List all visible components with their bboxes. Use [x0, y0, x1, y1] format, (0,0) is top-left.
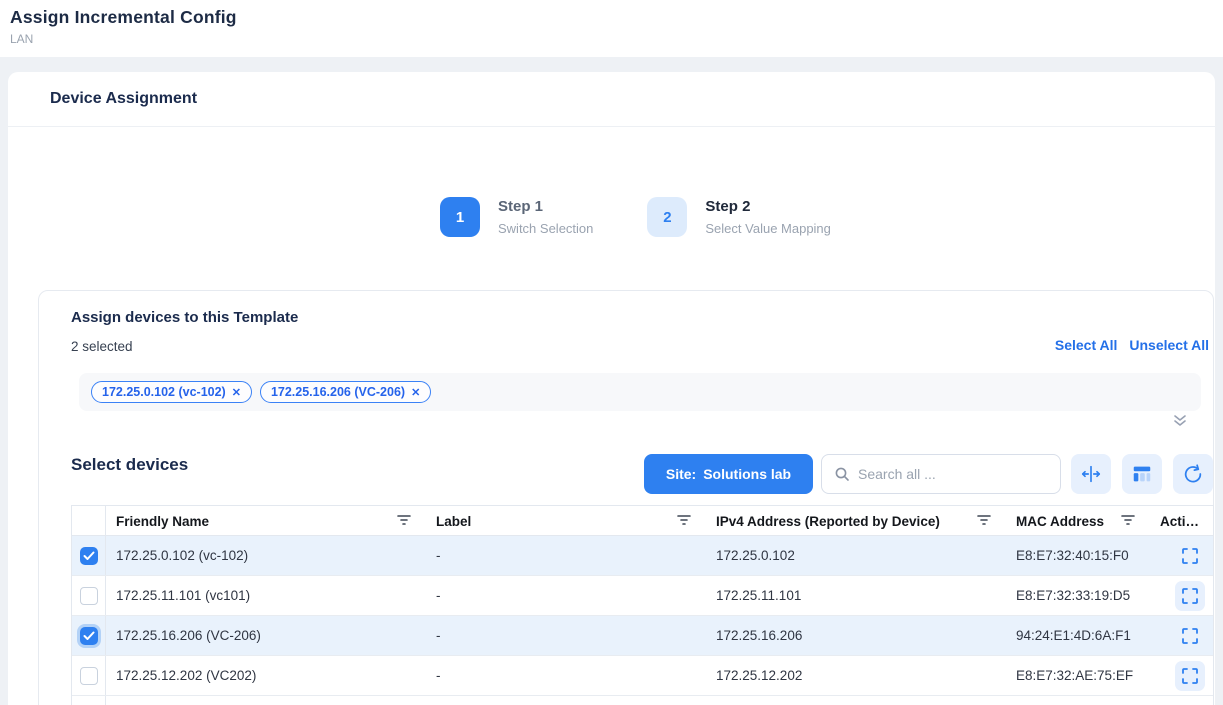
- row-checkbox-unchecked[interactable]: [79, 586, 98, 605]
- step-2-title: Step 2: [705, 198, 751, 215]
- expand-corners-icon: [1181, 667, 1199, 685]
- col-friendly-name[interactable]: Friendly Name: [106, 506, 426, 536]
- top-bar: Assign Incremental Config LAN: [0, 0, 1223, 57]
- expand-columns-icon: [1080, 463, 1102, 485]
- step-1-title: Step 1: [498, 198, 544, 215]
- expand-corners-icon: [1181, 547, 1199, 565]
- page-title: Assign Incremental Config: [10, 7, 237, 27]
- cell-ipv4: 172.25.12.202: [716, 668, 803, 683]
- select-all-link[interactable]: Select All: [1054, 337, 1118, 353]
- cell-label: -: [436, 548, 441, 563]
- cell-mac: 94:24:E1:4D:6A:F1: [1016, 628, 1131, 643]
- cell-ipv4: 172.25.0.102: [716, 548, 795, 563]
- cell-label: -: [436, 668, 441, 683]
- cell-label: -: [436, 588, 441, 603]
- table-header-row: Friendly Name Label IPv4 Address (Report…: [72, 506, 1213, 536]
- selection-links: Select All Unselect All: [1055, 337, 1209, 353]
- filter-icon[interactable]: [976, 513, 992, 530]
- expand-device-button[interactable]: [1175, 660, 1205, 691]
- chip-label: 172.25.0.102 (vc-102): [102, 385, 226, 399]
- columns-settings-button[interactable]: [1122, 454, 1162, 494]
- step-1[interactable]: 1 Step 1 Switch Selection: [440, 197, 593, 237]
- step-2[interactable]: 2 Step 2 Select Value Mapping: [647, 197, 831, 237]
- table-row[interactable]: 172.25.16.206 (VC-206) - 172.25.16.206 9…: [72, 616, 1213, 656]
- step-2-subtitle: Select Value Mapping: [705, 221, 831, 236]
- row-checkbox-checked[interactable]: [79, 626, 98, 645]
- table-row[interactable]: 172.25.12.202 (VC202) - 172.25.12.202 E8…: [72, 656, 1213, 696]
- step-2-badge: 2: [647, 197, 688, 237]
- search-input[interactable]: [858, 466, 1038, 482]
- table-row[interactable]: 172.25.0.102 (vc-102) - 172.25.0.102 E8:…: [72, 536, 1213, 576]
- step-1-badge: 1: [440, 197, 480, 237]
- chip-label: 172.25.16.206 (VC-206): [270, 385, 406, 399]
- header-checkbox-cell: [72, 506, 106, 536]
- device-chip[interactable]: 172.25.0.102 (vc-102) ✕: [91, 381, 252, 403]
- cell-ipv4: 172.25.11.101: [716, 588, 802, 603]
- card-header: Device Assignment: [8, 72, 1215, 127]
- refresh-button[interactable]: [1173, 454, 1213, 494]
- unselect-all-link[interactable]: Unselect All: [1129, 337, 1209, 353]
- device-chip[interactable]: 172.25.16.206 (VC-206) ✕: [259, 381, 432, 403]
- col-actions: Actions: [1160, 513, 1206, 529]
- cell-mac: E8:E7:32:40:15:F0: [1016, 548, 1129, 563]
- select-devices-title: Select devices: [71, 455, 189, 474]
- filter-icon[interactable]: [1120, 513, 1136, 530]
- card-title: Device Assignment: [50, 90, 198, 107]
- search-box: [821, 454, 1061, 494]
- table-columns-icon: [1131, 463, 1153, 485]
- cell-mac: E8:E7:32:AE:75:EF: [1016, 668, 1134, 683]
- cell-friendly-name: 172.25.12.202 (VC202): [116, 668, 257, 683]
- filter-icon[interactable]: [676, 513, 692, 530]
- page-subtitle: LAN: [10, 32, 34, 46]
- devices-table: Friendly Name Label IPv4 Address (Report…: [71, 505, 1214, 705]
- site-value: Solutions lab: [703, 466, 792, 482]
- cell-ipv4: 172.25.16.206: [716, 628, 803, 643]
- expand-corners-icon: [1181, 587, 1199, 605]
- filter-icon[interactable]: [396, 513, 412, 530]
- cell-friendly-name: 172.25.0.102 (vc-102): [116, 548, 249, 563]
- row-checkbox-checked[interactable]: [79, 546, 98, 565]
- assignment-panel: Assign devices to this Template 2 select…: [38, 290, 1214, 705]
- site-label: Site:: [665, 466, 697, 482]
- device-assignment-card: Device Assignment 1 Step 1 Switch Select…: [8, 72, 1215, 705]
- assign-devices-title: Assign devices to this Template: [71, 309, 299, 326]
- col-ipv4[interactable]: IPv4 Address (Reported by Device): [706, 506, 1006, 536]
- site-filter-button[interactable]: Site: Solutions lab: [644, 454, 813, 494]
- expand-device-button[interactable]: [1175, 621, 1205, 651]
- selected-device-chips: 172.25.0.102 (vc-102) ✕ 172.25.16.206 (V…: [79, 373, 1201, 411]
- search-icon: [834, 466, 850, 482]
- chip-remove-icon[interactable]: ✕: [231, 386, 241, 399]
- step-1-subtitle: Switch Selection: [498, 221, 594, 236]
- col-label[interactable]: Label: [426, 506, 706, 536]
- col-mac[interactable]: MAC Address: [1006, 506, 1150, 536]
- expand-device-button[interactable]: [1175, 541, 1205, 571]
- chip-remove-icon[interactable]: ✕: [411, 386, 421, 399]
- chevron-double-down-icon[interactable]: [1171, 413, 1189, 429]
- cell-label: -: [436, 628, 441, 643]
- row-checkbox-unchecked[interactable]: [79, 666, 98, 685]
- refresh-icon: [1182, 463, 1204, 485]
- expand-device-button[interactable]: [1175, 580, 1205, 611]
- table-row[interactable]: 172.25.11.101 (vc101) - 172.25.11.101 E8…: [72, 576, 1213, 616]
- cell-friendly-name: 172.25.16.206 (VC-206): [116, 628, 261, 643]
- expand-columns-button[interactable]: [1071, 454, 1111, 494]
- cell-friendly-name: 172.25.11.101 (vc101): [116, 588, 251, 603]
- expand-corners-icon: [1181, 627, 1199, 645]
- stepper: 1 Step 1 Switch Selection 2 Step 2 Selec…: [440, 197, 831, 237]
- selected-count: 2 selected: [71, 339, 133, 354]
- table-row-partial: [72, 696, 1213, 705]
- cell-mac: E8:E7:32:33:19:D5: [1016, 588, 1131, 603]
